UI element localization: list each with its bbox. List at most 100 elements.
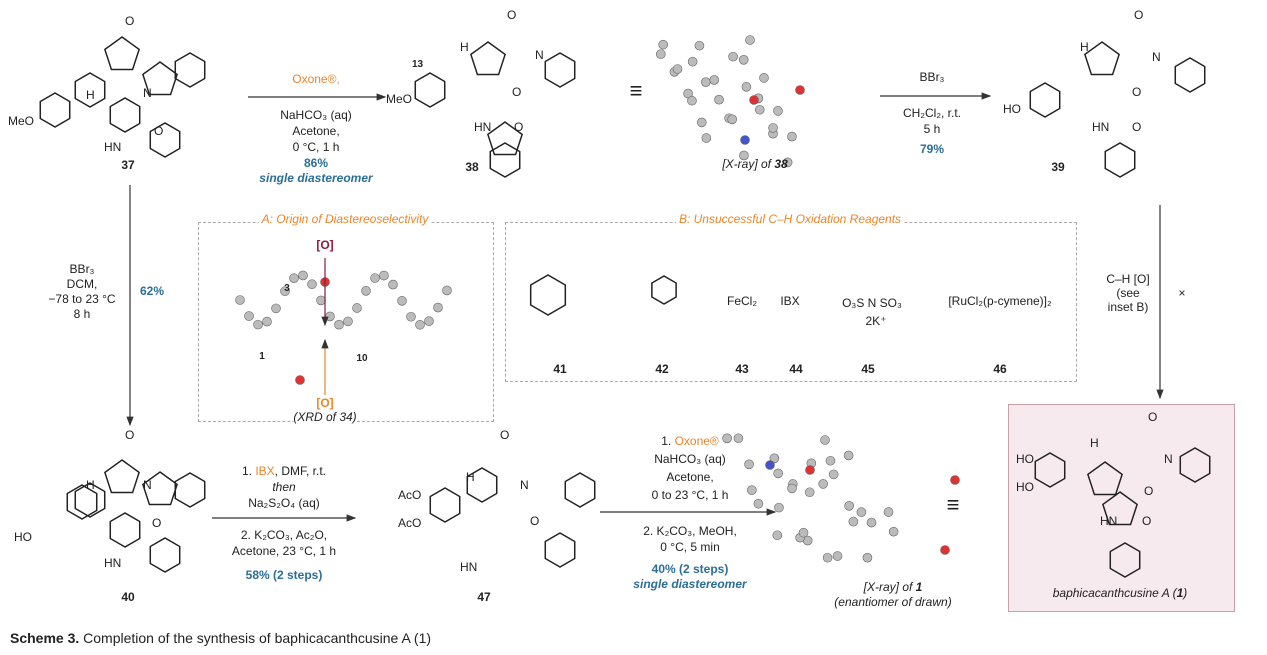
xray-atom (728, 51, 738, 62)
ring-bond (141, 61, 179, 96)
xray-atom (739, 150, 749, 161)
atom-label: N (143, 478, 152, 492)
xray-atom (818, 479, 828, 489)
ring-bond (486, 121, 524, 156)
xray-atom (848, 516, 859, 527)
atom-label: O (1142, 514, 1152, 528)
xray-atom (709, 75, 720, 85)
ring-bond (1104, 142, 1136, 178)
xray-atom (722, 433, 732, 444)
xray-atom (828, 469, 839, 480)
reagent-label-46: 46 (993, 362, 1007, 376)
condition: NaHCO₃ (aq) (654, 452, 726, 466)
atom-label: O (1132, 85, 1142, 99)
ring-bond (1083, 41, 1121, 76)
atom-label: HN (1092, 120, 1110, 134)
xray-atom (866, 517, 877, 528)
atom-label: HO (1016, 480, 1034, 494)
atom-label: H (1080, 40, 1089, 54)
xray-atom (747, 485, 757, 495)
xray-atom (805, 465, 815, 475)
xray-atom (280, 286, 290, 297)
xray-atom (765, 460, 775, 470)
scheme-caption: Scheme 3. Completion of the synthesis of… (10, 630, 431, 646)
product-name: baphicacanthcusine A ( (1052, 586, 1177, 600)
xray-atom (406, 311, 416, 322)
equivalence-symbol: ≡ (946, 492, 960, 517)
xray-atom (749, 95, 759, 105)
xray-atom (352, 303, 362, 313)
xray-atom (825, 455, 836, 466)
xray-1-label: [X-ray] of 1 (864, 580, 923, 594)
caption-label: Scheme 3. (10, 630, 80, 646)
yield: 40% (2 steps) (651, 562, 729, 576)
xray-38-label: [X-ray] of 38 (722, 157, 787, 171)
atom-label: HN (104, 140, 122, 154)
atom-number: 1 (259, 351, 265, 362)
xray-atom (361, 286, 371, 296)
xray-label-text: [X-ray] of (722, 157, 775, 171)
xray-atom (769, 453, 780, 464)
xray-atom (244, 311, 254, 321)
atom-label: H (466, 470, 475, 484)
xray-atom (883, 507, 894, 517)
atom-label: H (460, 40, 469, 54)
xray-atom (740, 135, 750, 145)
atom-label: H (86, 88, 95, 102)
xray-atom (253, 319, 263, 330)
ring-bond (414, 72, 446, 108)
condition: then (272, 480, 296, 494)
xray-atom (787, 131, 797, 142)
ring-bond (103, 36, 141, 71)
xray-atom (862, 552, 873, 563)
xray-atom (782, 157, 793, 168)
xray-atom (694, 40, 705, 51)
condition: Acetone, 23 °C, 1 h (231, 544, 337, 558)
xray-atom (379, 270, 389, 281)
ring-bond (1086, 461, 1124, 496)
condition: −78 to 23 °C (48, 292, 116, 306)
compound-label-47: 47 (477, 590, 491, 604)
atom-label: O (1134, 8, 1144, 22)
ring-bond (109, 512, 141, 548)
xray-atom (822, 552, 833, 563)
ring-bond (651, 275, 677, 305)
xray-atom (442, 285, 452, 296)
atom-number: 3 (284, 283, 290, 294)
ring-bond (149, 537, 181, 573)
atom-number: 10 (356, 353, 368, 364)
reagent-ru-complex: [RuCl₂(p-cymene)]₂ (948, 294, 1052, 308)
condition: Acetone, (292, 124, 340, 138)
condition: 5 h (923, 122, 941, 136)
ring-bond (1109, 542, 1141, 578)
ring-bond (174, 52, 206, 88)
xray-atom (832, 551, 843, 561)
xray-atom (397, 296, 407, 306)
xray-atom (940, 545, 950, 555)
atom-label: N (143, 86, 152, 100)
condition-step1: 1. IBX, DMF, r.t. (242, 464, 326, 478)
xray-atom (773, 468, 783, 479)
xray-atom (772, 530, 783, 541)
xray-atom (658, 39, 668, 50)
xray-atom (334, 319, 344, 330)
condition: 2. K₂CO₃, Ac₂O, (240, 528, 328, 542)
atom-label: O (512, 85, 522, 99)
product-number: 1 (1176, 586, 1184, 600)
condition-step1: 1. Oxone® (661, 434, 719, 448)
ring-bond (564, 472, 596, 508)
xray-atom (950, 475, 960, 485)
ring-bond (1101, 491, 1139, 526)
condition: Na₂S₂O₄ (aq) (248, 496, 320, 510)
text: 1. (661, 434, 675, 448)
xray-atom (773, 106, 783, 116)
xray-atom (754, 104, 765, 115)
reagent-bbr3: BBr₃ (919, 70, 945, 84)
ring-bond (39, 92, 71, 128)
compound-label-37: 37 (121, 158, 135, 172)
yield: 58% (2 steps) (245, 568, 323, 582)
ring-bond (103, 459, 141, 494)
xray-atom (696, 117, 707, 128)
atom-label: O (125, 428, 135, 442)
xray-atom (701, 133, 712, 143)
